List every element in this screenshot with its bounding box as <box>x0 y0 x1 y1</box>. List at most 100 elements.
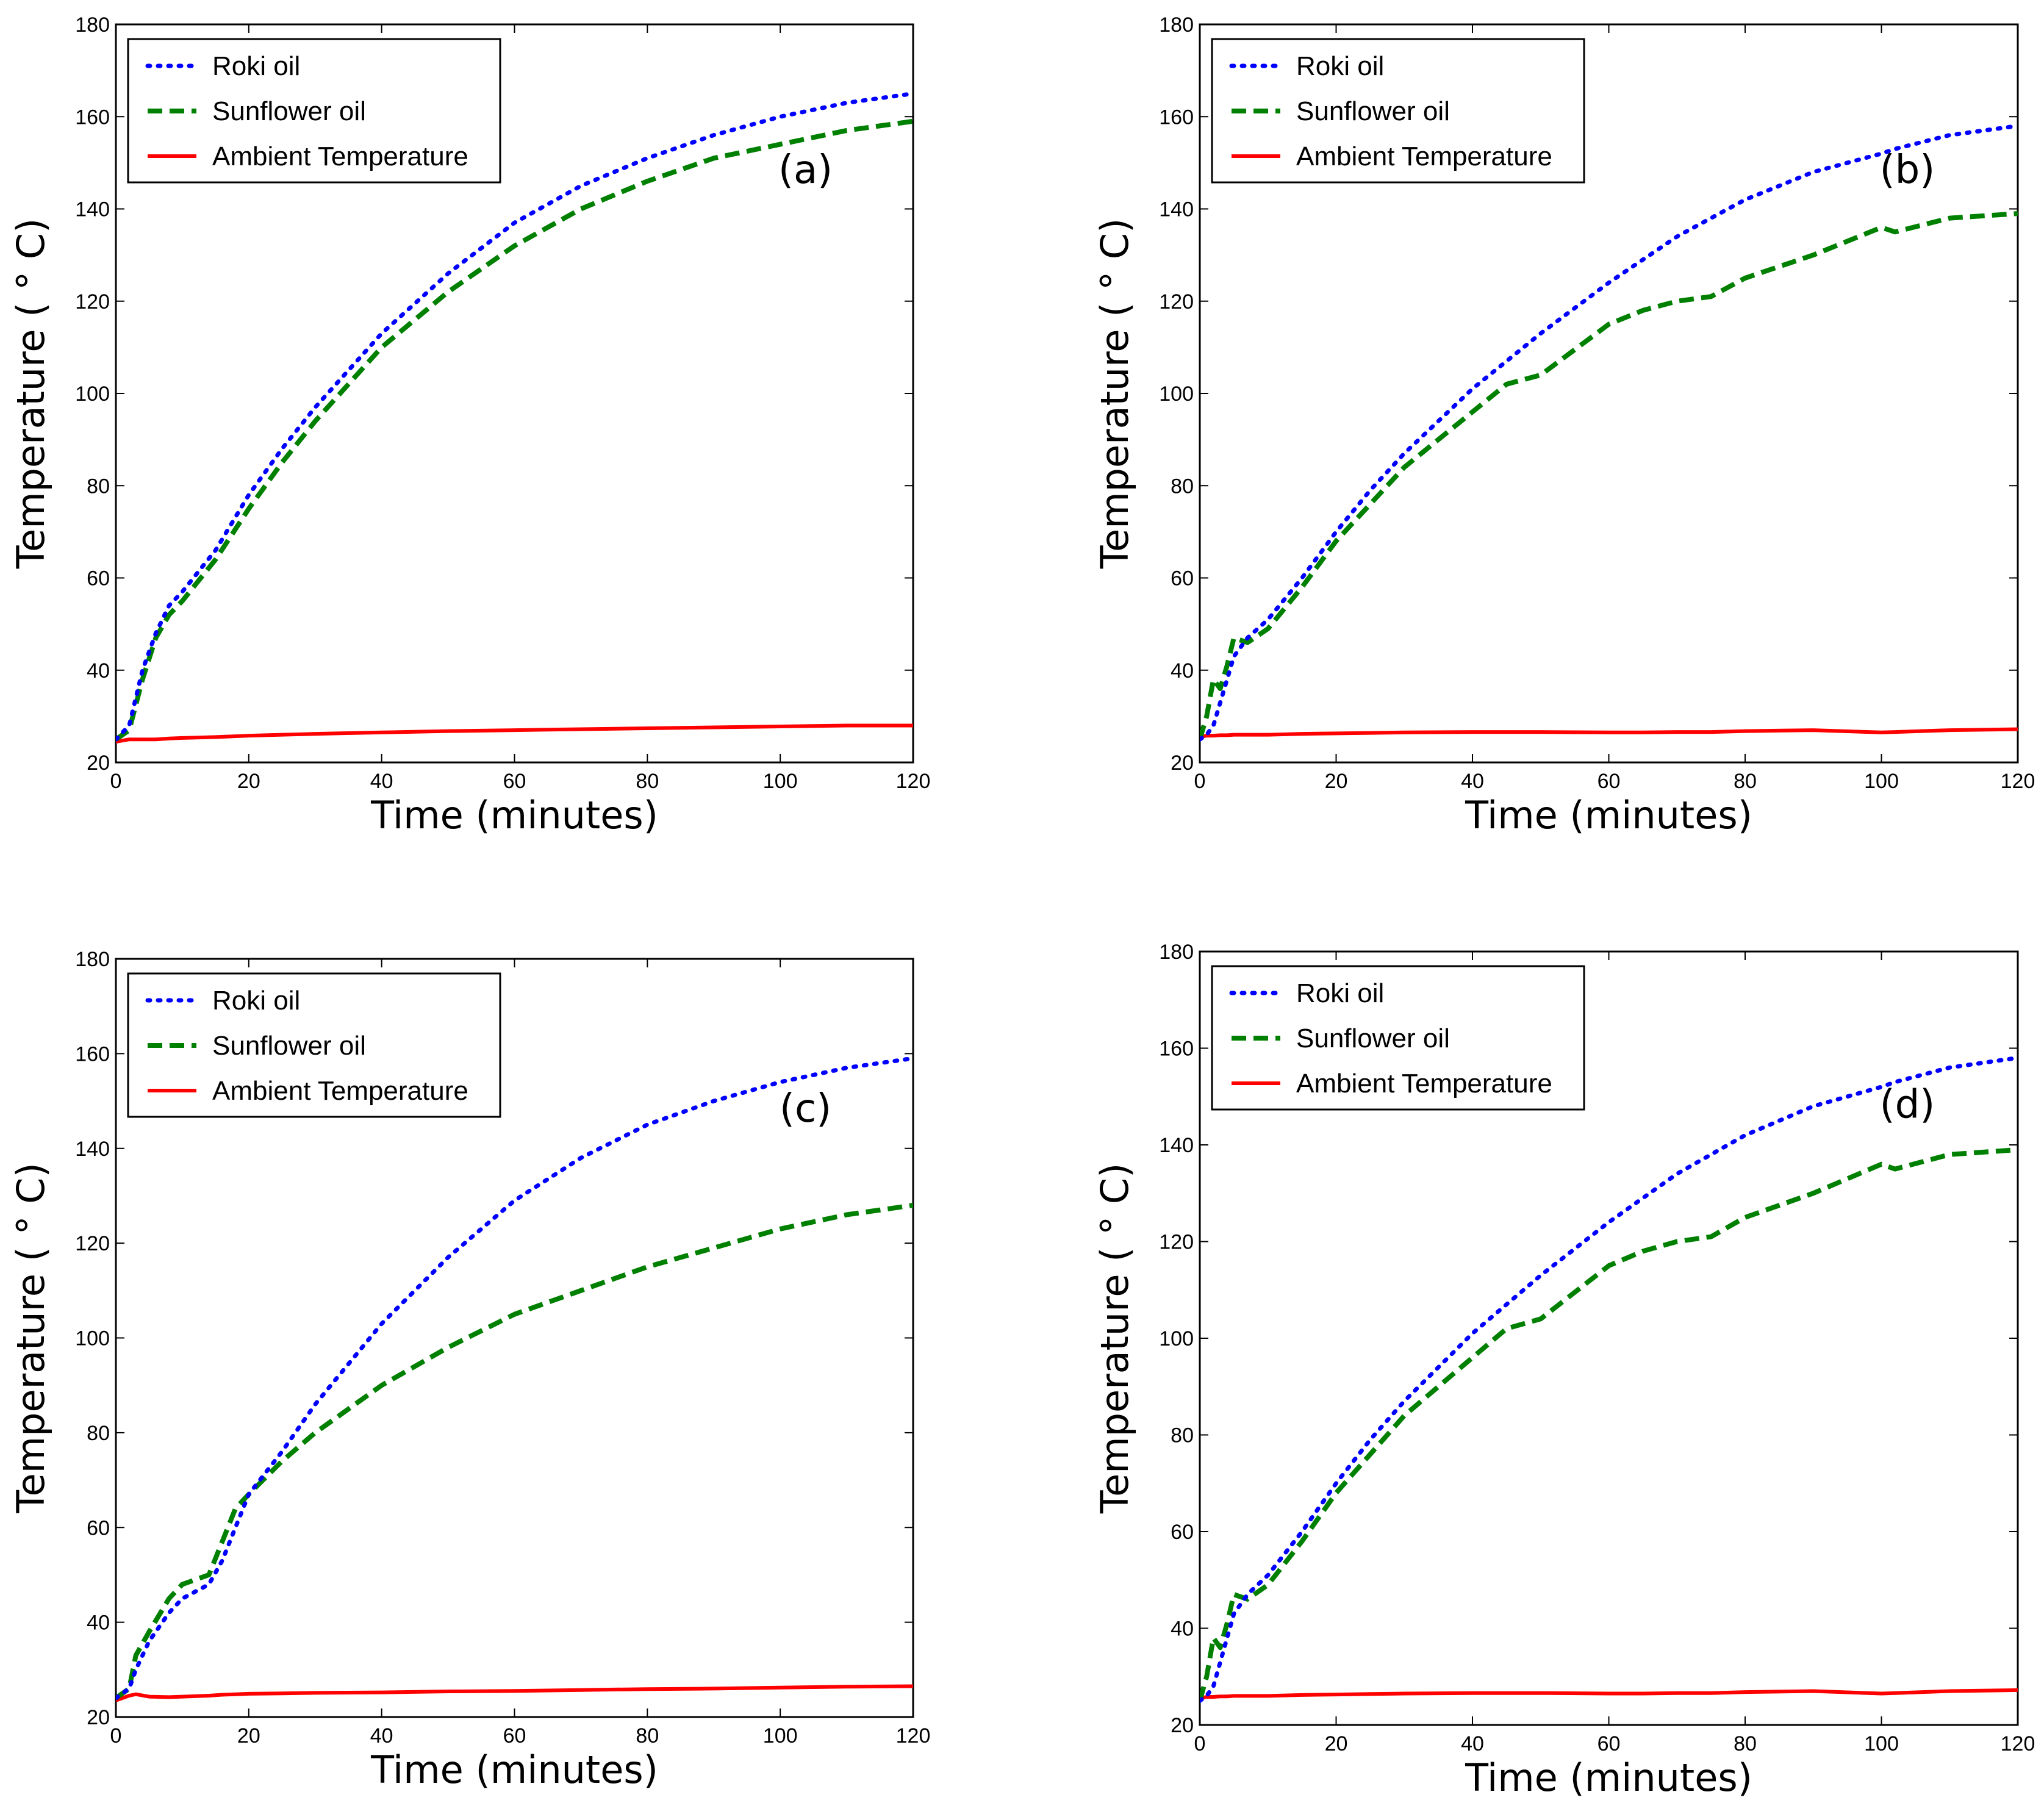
y-tick-label: 40 <box>1171 659 1194 683</box>
x-tick-label: 80 <box>636 770 659 793</box>
y-tick-label: 180 <box>1159 941 1194 964</box>
y-tick-label: 140 <box>75 1138 110 1161</box>
y-tick-label: 60 <box>87 567 110 590</box>
legend: Roki oil Sunflower oil Ambient Temperature <box>1211 965 1585 1111</box>
x-axis-title: Time (minutes) <box>370 1748 658 1792</box>
y-tick-label: 180 <box>1159 13 1194 37</box>
x-tick-label: 120 <box>2001 1732 2035 1755</box>
legend-box <box>1211 38 1585 184</box>
y-tick-label: 80 <box>87 1422 110 1445</box>
chart-panel-a: 0 20 40 60 80 100 12020406080100120140160180Ti… <box>9 13 930 837</box>
series-line-ambient-temperature <box>1200 1688 2018 1701</box>
panel-label: (c) <box>780 1086 831 1131</box>
legend: Roki oil Sunflower oil Ambient Temperature <box>127 38 501 184</box>
y-tick-label: 80 <box>1171 475 1194 498</box>
y-tick-label: 160 <box>1159 1038 1194 1061</box>
series-line-ambient-temperature <box>116 1684 913 1702</box>
x-tick-label: 100 <box>763 1724 798 1748</box>
x-tick-label: 100 <box>1864 1732 1899 1755</box>
x-tick-label: 0 <box>1194 770 1206 793</box>
y-tick-label: 60 <box>87 1516 110 1540</box>
y-tick-label: 120 <box>1159 1231 1194 1254</box>
x-tick-label: 60 <box>1598 770 1621 793</box>
y-tick-label: 160 <box>75 106 110 129</box>
y-tick-label: 20 <box>87 751 110 775</box>
legend-label: Roki oil <box>1296 51 1384 81</box>
y-tick-label: 40 <box>1171 1618 1194 1641</box>
series-line-sunflower-oil <box>116 118 913 742</box>
y-axis-title: Temperature ( ° C) <box>9 218 53 570</box>
y-tick-label: 180 <box>75 13 110 37</box>
x-tick-label: 40 <box>1461 1732 1484 1755</box>
y-tick-label: 160 <box>1159 106 1194 129</box>
legend-box <box>127 38 501 184</box>
legend: Roki oil Sunflower oil Ambient Temperature <box>1211 38 1585 184</box>
y-tick-label: 140 <box>1159 1134 1194 1157</box>
y-tick-label: 60 <box>1171 1521 1194 1544</box>
legend-label: Ambient Temperature <box>212 142 468 171</box>
legend-label: Sunflower oil <box>1296 96 1450 126</box>
series-line-sunflower-oil <box>116 1203 913 1701</box>
panel-label: (d) <box>1880 1083 1935 1128</box>
x-tick-label: 60 <box>503 1724 526 1748</box>
legend-label: Ambient Temperature <box>1296 142 1552 171</box>
y-tick-label: 100 <box>75 1327 110 1350</box>
y-tick-label: 60 <box>1171 567 1194 590</box>
y-tick-label: 20 <box>1171 751 1194 775</box>
series-line-sunflower-oil <box>1200 1147 2018 1702</box>
chart-panel-c: 0 20 40 60 80 100 12020406080100120140160180Ti… <box>9 948 930 1792</box>
legend-label: Sunflower oil <box>212 1031 366 1061</box>
x-tick-label: 0 <box>110 1724 122 1748</box>
y-tick-label: 140 <box>1159 198 1194 221</box>
y-axis-title: Temperature ( ° C) <box>9 1163 53 1514</box>
y-tick-label: 20 <box>1171 1714 1194 1737</box>
y-tick-label: 80 <box>1171 1424 1194 1447</box>
series-line-ambient-temperature <box>116 723 913 744</box>
chart-panel-b: 0 20 40 60 80 100 12020406080100120140160180Ti… <box>1092 13 2035 837</box>
x-axis-title: Time (minutes) <box>370 793 658 837</box>
x-tick-label: 120 <box>896 770 931 793</box>
y-tick-label: 100 <box>75 382 110 406</box>
x-axis-title: Time (minutes) <box>1465 793 1752 837</box>
x-tick-label: 60 <box>1598 1732 1621 1755</box>
legend-box <box>127 972 501 1118</box>
y-tick-label: 120 <box>1159 290 1194 314</box>
x-tick-label: 20 <box>1325 770 1348 793</box>
x-tick-label: 20 <box>1325 1732 1348 1755</box>
y-tick-label: 180 <box>75 948 110 971</box>
x-tick-label: 80 <box>636 1724 659 1748</box>
x-tick-label: 40 <box>370 770 393 793</box>
x-tick-label: 40 <box>1461 770 1484 793</box>
y-tick-label: 140 <box>75 198 110 221</box>
series-line-roki-oil <box>116 91 913 742</box>
series-line-ambient-temperature <box>1200 727 2018 739</box>
series-line-sunflower-oil <box>1200 211 2018 740</box>
panel-label: (a) <box>778 148 833 193</box>
y-axis-title: Temperature ( ° C) <box>1092 218 1137 570</box>
legend-label: Ambient Temperature <box>1296 1069 1552 1099</box>
legend-label: Roki oil <box>212 986 300 1016</box>
y-tick-label: 40 <box>87 1611 110 1635</box>
x-tick-label: 0 <box>110 770 122 793</box>
y-tick-label: 120 <box>75 1232 110 1255</box>
y-tick-label: 160 <box>75 1042 110 1066</box>
legend-label: Roki oil <box>1296 978 1384 1008</box>
chart-panel-d: 0 20 40 60 80 100 12020406080100120140160180Ti… <box>1092 941 2035 1800</box>
x-tick-label: 80 <box>1734 1732 1757 1755</box>
y-tick-label: 120 <box>75 290 110 314</box>
legend-box <box>1211 965 1585 1111</box>
x-tick-label: 100 <box>763 770 798 793</box>
x-tick-label: 60 <box>503 770 526 793</box>
legend: Roki oil Sunflower oil Ambient Temperature <box>127 972 501 1118</box>
x-tick-label: 40 <box>370 1724 393 1748</box>
y-tick-label: 100 <box>1159 382 1194 406</box>
legend-label: Ambient Temperature <box>212 1076 468 1106</box>
y-tick-label: 100 <box>1159 1327 1194 1350</box>
series-line-roki-oil <box>1200 1055 2018 1703</box>
x-tick-label: 0 <box>1194 1732 1206 1755</box>
panel-label: (b) <box>1880 148 1935 193</box>
x-tick-label: 120 <box>2001 770 2035 793</box>
legend-label: Sunflower oil <box>1296 1024 1450 1053</box>
x-tick-label: 20 <box>237 770 260 793</box>
